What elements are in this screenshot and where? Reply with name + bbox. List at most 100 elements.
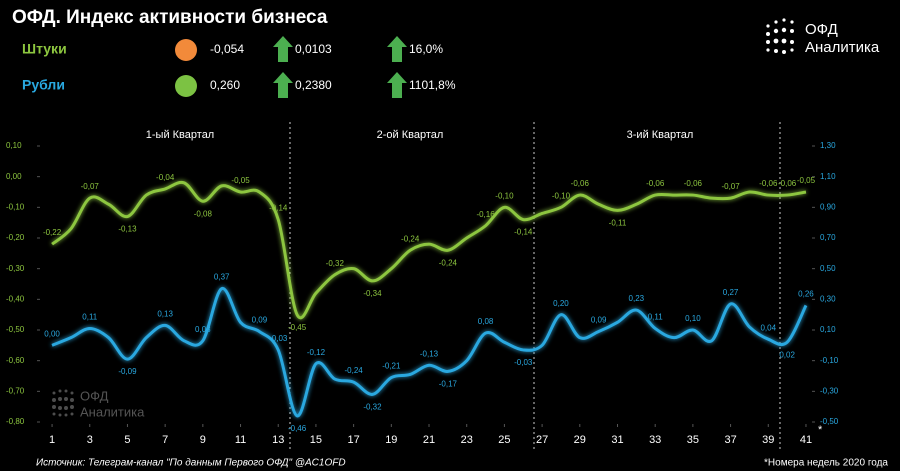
data-label: -0,06 [759,179,778,188]
summary-circle [175,39,197,61]
x-tick-label: 1 [49,434,55,446]
up-arrow [387,36,407,62]
data-label: -0,03 [269,334,288,343]
y2-tick-label: 0,10 [820,325,836,334]
data-label: -0,05 [797,176,816,185]
y2-tick-label: -0,10 [820,356,839,365]
data-label: 0,08 [478,317,494,326]
x-tick-label: 23 [461,434,473,446]
x-tick-label: 39 [762,434,774,446]
summary-percent: 16,0% [409,42,443,56]
quarter-label: 1-ый Квартал [146,129,214,141]
data-label: -0,08 [194,209,213,218]
data-label: 0,23 [629,294,645,303]
data-label: 0,27 [723,288,739,297]
data-label: -0,32 [326,259,345,268]
up-arrow [273,36,293,62]
y-tick-label: 0,00 [6,172,22,181]
data-label: 0,09 [591,316,607,325]
logo-text: ОФД [805,21,838,38]
summary-change: 0,0103 [295,42,332,56]
x-tick-label: 15 [310,434,322,446]
series-line [51,180,807,320]
data-label: -0,14 [269,204,288,213]
y2-tick-label: 0,50 [820,264,836,273]
data-label: -0,14 [514,228,533,237]
x-tick-label: 11 [235,434,246,446]
watermark-text: ОФД [80,388,109,403]
data-label: -0,13 [420,349,439,358]
data-label: 0,20 [553,299,569,308]
data-label: 0,11 [82,313,98,322]
summary-name: Штуки [22,41,67,57]
logo-text: Аналитика [805,39,880,56]
data-label: -0,17 [439,380,458,389]
y2-tick-label: 0,30 [820,294,836,303]
x-tick-label: 5 [124,434,130,446]
quarter-label: 2-ой Квартал [377,129,444,141]
y2-tick-label: -0,50 [820,417,839,426]
footnote-mark: * [818,424,823,436]
data-label: -0,21 [382,362,401,371]
y-tick-label: -0,20 [6,233,25,242]
x-tick-label: 13 [272,434,284,446]
y-tick-label: -0,70 [6,386,25,395]
y-tick-label: 0,10 [6,141,22,150]
data-label: -0,12 [307,348,326,357]
data-label: 0,26 [798,290,814,299]
data-label: -0,16 [476,210,495,219]
data-label: 0,13 [157,310,173,319]
data-label: -0,13 [118,225,137,234]
data-label: -0,04 [156,173,175,182]
data-label: 0,00 [44,329,60,338]
data-label: 0,04 [760,323,776,332]
y2-tick-label: 0,90 [820,202,836,211]
data-label: -0,06 [778,179,797,188]
data-label: -0,10 [495,191,514,200]
data-label: 0,02 [779,350,795,359]
x-tick-label: 35 [687,434,699,446]
data-label: -0,06 [684,179,703,188]
data-label: 0,37 [214,273,230,282]
data-label: -0,07 [81,182,100,191]
logo: ОФД Аналитика [766,18,880,56]
data-label: -0,24 [401,234,420,243]
chart-title: ОФД. Индекс активности бизнеса [12,7,328,28]
data-label: -0,45 [288,323,307,332]
data-label: -0,24 [345,366,364,375]
data-label: 0,10 [685,314,701,323]
y2-tick-label: 0,70 [820,233,836,242]
summary-circle [175,75,197,97]
x-tick-label: 17 [348,434,360,446]
x-tick-label: 9 [200,434,206,446]
data-label: -0,32 [363,403,382,412]
data-label: -0,11 [609,219,627,228]
x-tick-label: 19 [385,434,397,446]
data-label: 0,11 [648,313,664,322]
data-label: -0,05 [231,176,250,185]
data-label: -0,24 [439,258,458,267]
y-tick-label: -0,40 [6,294,25,303]
quarter-label: 3-ий Квартал [627,129,694,141]
watermark-text: Аналитика [80,404,145,419]
y-tick-label: -0,10 [6,202,25,211]
x-tick-label: 37 [724,434,736,446]
y-tick-label: -0,30 [6,264,25,273]
data-label: 0,09 [252,316,268,325]
data-label: -0,46 [288,424,307,433]
data-label: -0,06 [571,179,590,188]
data-label: -0,22 [43,228,62,237]
source: Источник: Телеграм-канал "По данным Перв… [36,458,346,469]
x-tick-label: 41 [800,434,812,446]
series-line [51,287,808,418]
up-arrow [387,72,407,98]
x-tick-label: 7 [162,434,168,446]
summary-change: 0,2380 [295,78,332,92]
x-tick-label: 21 [423,434,435,446]
data-label: 0,03 [195,325,211,334]
y2-tick-label: -0,30 [820,386,839,395]
data-label: -0,10 [552,191,571,200]
x-tick-label: 27 [536,434,548,446]
